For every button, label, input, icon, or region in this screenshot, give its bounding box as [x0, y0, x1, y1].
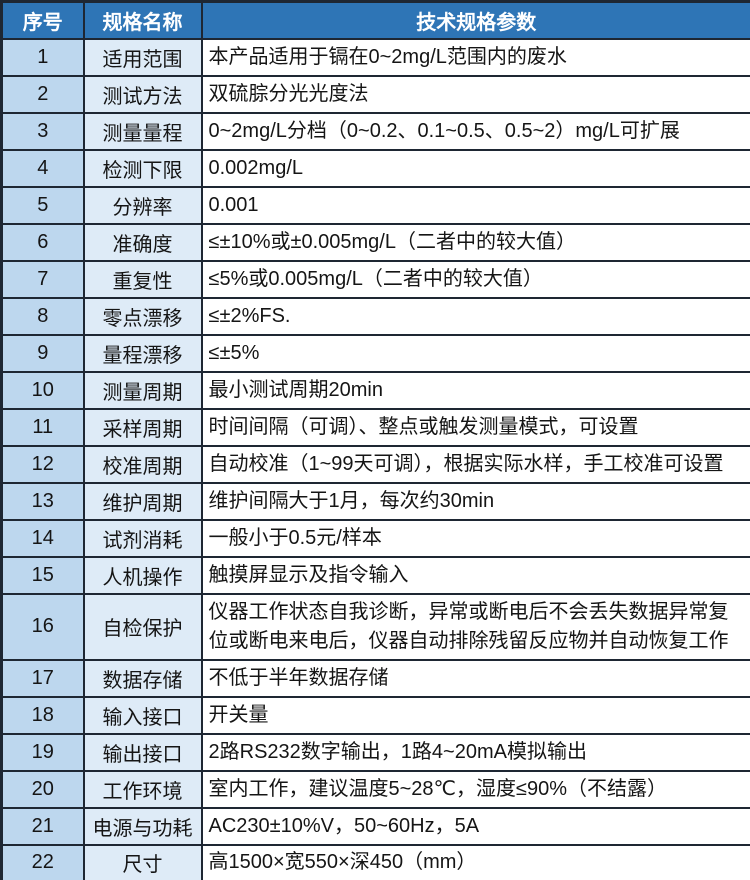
- spec-value-cell: ≤±5%: [200, 333, 750, 373]
- row-number-cell: 2: [0, 74, 85, 114]
- spec-value-cell: 0.001: [200, 185, 750, 225]
- row-number-cell: 20: [0, 769, 85, 809]
- spec-value-cell: ≤±2%FS.: [200, 296, 750, 336]
- row-number-cell: 9: [0, 333, 85, 373]
- spec-value-cell: 维护间隔大于1月，每次约30min: [200, 481, 750, 521]
- row-number-cell: 19: [0, 732, 85, 772]
- spec-value-cell: 触摸屏显示及指令输入: [200, 555, 750, 595]
- spec-value-cell: 0~2mg/L分档（0~0.2、0.1~0.5、0.5~2）mg/L可扩展: [200, 111, 750, 151]
- header-col-number: 序号: [0, 0, 85, 40]
- row-number-cell: 21: [0, 806, 85, 846]
- table-row: 10 测量周期 最小测试周期20min: [0, 370, 750, 410]
- table-row: 13 维护周期 维护间隔大于1月，每次约30min: [0, 481, 750, 521]
- spec-name-cell: 自检保护: [82, 592, 203, 661]
- table-row: 5 分辨率 0.001: [0, 185, 750, 225]
- table-row: 7 重复性 ≤5%或0.005mg/L（二者中的较大值）: [0, 259, 750, 299]
- table-row: 20 工作环境 室内工作，建议温度5~28℃，湿度≤90%（不结露）: [0, 769, 750, 809]
- spec-value-cell: 不低于半年数据存储: [200, 658, 750, 698]
- row-number-cell: 4: [0, 148, 85, 188]
- spec-name-cell: 校准周期: [82, 444, 203, 484]
- spec-value-cell: 自动校准（1~99天可调），根据实际水样，手工校准可设置: [200, 444, 750, 484]
- spec-value-cell: 高1500×宽550×深450（mm）: [200, 843, 750, 880]
- table-row: 12 校准周期 自动校准（1~99天可调），根据实际水样，手工校准可设置: [0, 444, 750, 484]
- row-number-cell: 16: [0, 592, 85, 661]
- spec-name-cell: 尺寸: [82, 843, 203, 880]
- row-number-cell: 6: [0, 222, 85, 262]
- row-number-cell: 11: [0, 407, 85, 447]
- spec-value-cell: 0.002mg/L: [200, 148, 750, 188]
- table-row: 9 量程漂移 ≤±5%: [0, 333, 750, 373]
- table-row: 21 电源与功耗 AC230±10%V，50~60Hz，5A: [0, 806, 750, 846]
- spec-name-cell: 输入接口: [82, 695, 203, 735]
- spec-value-cell: ≤±10%或±0.005mg/L（二者中的较大值）: [200, 222, 750, 262]
- spec-value-cell: AC230±10%V，50~60Hz，5A: [200, 806, 750, 846]
- spec-name-cell: 试剂消耗: [82, 518, 203, 558]
- table-row: 19 输出接口 2路RS232数字输出，1路4~20mA模拟输出: [0, 732, 750, 772]
- spec-name-cell: 测量周期: [82, 370, 203, 410]
- spec-name-cell: 量程漂移: [82, 333, 203, 373]
- header-col-spec-name: 规格名称: [82, 0, 203, 40]
- table-row: 6 准确度 ≤±10%或±0.005mg/L（二者中的较大值）: [0, 222, 750, 262]
- row-number-cell: 18: [0, 695, 85, 735]
- row-number-cell: 14: [0, 518, 85, 558]
- row-number-cell: 10: [0, 370, 85, 410]
- spec-name-cell: 采样周期: [82, 407, 203, 447]
- spec-value-cell: 室内工作，建议温度5~28℃，湿度≤90%（不结露）: [200, 769, 750, 809]
- spec-name-cell: 数据存储: [82, 658, 203, 698]
- header-col-spec-params: 技术规格参数: [200, 0, 750, 40]
- table-row: 18 输入接口 开关量: [0, 695, 750, 735]
- table-row: 8 零点漂移 ≤±2%FS.: [0, 296, 750, 336]
- spec-value-cell: 开关量: [200, 695, 750, 735]
- spec-name-cell: 输出接口: [82, 732, 203, 772]
- spec-value-cell: 时间间隔（可调）、整点或触发测量模式，可设置: [200, 407, 750, 447]
- table-row: 1 适用范围 本产品适用于镉在0~2mg/L范围内的废水: [0, 37, 750, 77]
- spec-name-cell: 工作环境: [82, 769, 203, 809]
- spec-name-cell: 分辨率: [82, 185, 203, 225]
- spec-table-header: 序号 规格名称 技术规格参数: [0, 0, 750, 40]
- spec-name-cell: 重复性: [82, 259, 203, 299]
- spec-name-cell: 准确度: [82, 222, 203, 262]
- spec-value-cell: 仪器工作状态自我诊断，异常或断电后不会丢失数据异常复位或断电来电后，仪器自动排除…: [200, 592, 750, 661]
- table-row: 22 尺寸 高1500×宽550×深450（mm）: [0, 843, 750, 880]
- spec-value-cell: 2路RS232数字输出，1路4~20mA模拟输出: [200, 732, 750, 772]
- spec-table-body: 1 适用范围 本产品适用于镉在0~2mg/L范围内的废水 2 测试方法 双硫腙分…: [0, 37, 750, 880]
- spec-name-cell: 检测下限: [82, 148, 203, 188]
- table-row: 11 采样周期 时间间隔（可调）、整点或触发测量模式，可设置: [0, 407, 750, 447]
- row-number-cell: 17: [0, 658, 85, 698]
- spec-value-cell: 双硫腙分光光度法: [200, 74, 750, 114]
- spec-value-cell: 一般小于0.5元/样本: [200, 518, 750, 558]
- row-number-cell: 15: [0, 555, 85, 595]
- row-number-cell: 1: [0, 37, 85, 77]
- spec-name-cell: 测量量程: [82, 111, 203, 151]
- table-row: 17 数据存储 不低于半年数据存储: [0, 658, 750, 698]
- row-number-cell: 13: [0, 481, 85, 521]
- spec-value-cell: ≤5%或0.005mg/L（二者中的较大值）: [200, 259, 750, 299]
- spec-value-cell: 最小测试周期20min: [200, 370, 750, 410]
- spec-name-cell: 适用范围: [82, 37, 203, 77]
- row-number-cell: 12: [0, 444, 85, 484]
- spec-name-cell: 测试方法: [82, 74, 203, 114]
- header-row: 序号 规格名称 技术规格参数: [0, 0, 750, 40]
- row-number-cell: 22: [0, 843, 85, 880]
- spec-name-cell: 维护周期: [82, 481, 203, 521]
- spec-name-cell: 人机操作: [82, 555, 203, 595]
- table-row: 15 人机操作 触摸屏显示及指令输入: [0, 555, 750, 595]
- table-row: 14 试剂消耗 一般小于0.5元/样本: [0, 518, 750, 558]
- table-row: 4 检测下限 0.002mg/L: [0, 148, 750, 188]
- row-number-cell: 8: [0, 296, 85, 336]
- row-number-cell: 5: [0, 185, 85, 225]
- table-row: 16 自检保护 仪器工作状态自我诊断，异常或断电后不会丢失数据异常复位或断电来电…: [0, 592, 750, 661]
- table-row: 2 测试方法 双硫腙分光光度法: [0, 74, 750, 114]
- spec-value-cell: 本产品适用于镉在0~2mg/L范围内的废水: [200, 37, 750, 77]
- row-number-cell: 7: [0, 259, 85, 299]
- spec-name-cell: 零点漂移: [82, 296, 203, 336]
- row-number-cell: 3: [0, 111, 85, 151]
- table-row: 3 测量量程 0~2mg/L分档（0~0.2、0.1~0.5、0.5~2）mg/…: [0, 111, 750, 151]
- spec-name-cell: 电源与功耗: [82, 806, 203, 846]
